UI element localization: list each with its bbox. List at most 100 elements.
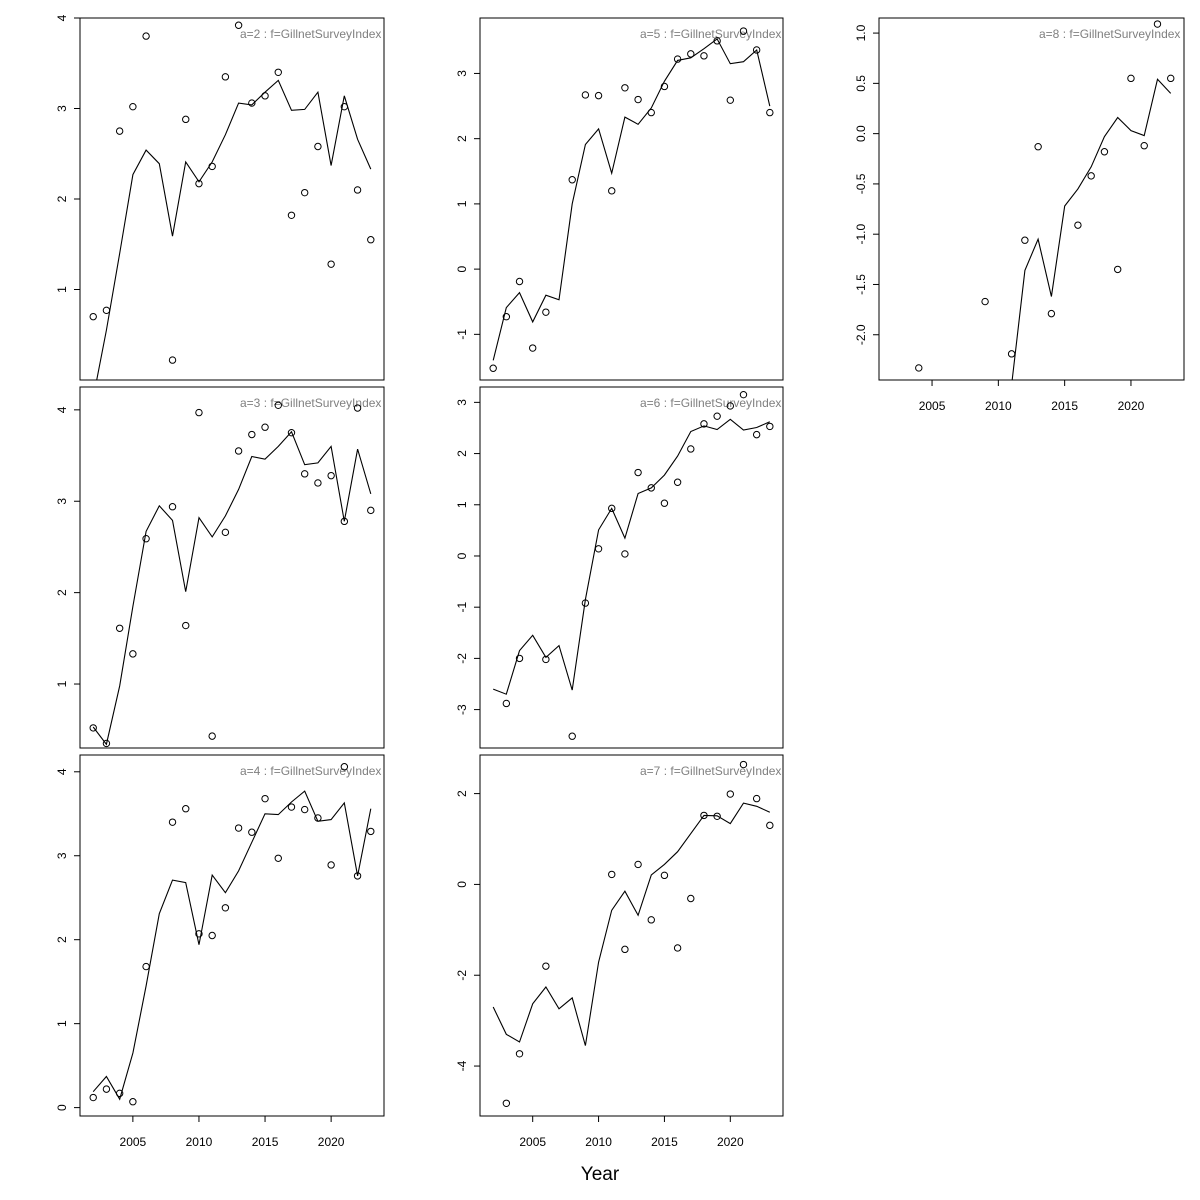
plot-frame xyxy=(878,17,1185,381)
observed-point xyxy=(208,931,216,940)
fitted-line xyxy=(96,79,372,380)
observed-point xyxy=(353,872,362,880)
panel-6: a=7 : f=GillnetSurveyIndex -4 -2 0 2 2005 2010… xyxy=(455,754,784,1149)
y-tick-label: -2.0 xyxy=(854,324,868,345)
observed-point xyxy=(981,297,989,306)
observed-point xyxy=(89,312,97,321)
observed-point xyxy=(634,860,642,869)
x-tick-label: 2020 xyxy=(318,1135,345,1149)
observed-point xyxy=(660,82,669,91)
observed-point xyxy=(234,824,243,832)
observed-point xyxy=(713,812,721,821)
observed-point xyxy=(766,108,774,117)
x-tick-label: 2015 xyxy=(651,1135,678,1149)
panel-3: a=4 : f=GillnetSurveyIndex 0 1 2 3 4 2005 2010 2… xyxy=(55,754,385,1149)
observed-point xyxy=(915,364,923,372)
panel-title: a=2 : f=GillnetSurveyIndex xyxy=(240,27,381,41)
observed-point xyxy=(142,962,150,971)
plot-frame xyxy=(79,754,385,1117)
y-tick-label: 3 xyxy=(455,70,469,77)
observed-point xyxy=(208,162,216,171)
observed-point xyxy=(327,260,335,268)
observed-point xyxy=(489,364,497,372)
observed-point xyxy=(502,1099,511,1107)
y-tick-label: 0.5 xyxy=(854,75,868,92)
x-tick-label: 2010 xyxy=(585,1135,612,1149)
observed-point xyxy=(515,277,524,286)
plot-frame xyxy=(79,386,385,749)
y-tick-label: -0.5 xyxy=(854,173,868,194)
observed-point xyxy=(594,91,603,100)
observed-point xyxy=(1074,221,1082,229)
observed-point xyxy=(528,344,537,352)
y-tick-label: 4 xyxy=(55,406,69,413)
panel-2: a=3 : f=GillnetSurveyIndex 1 2 3 4 xyxy=(55,386,385,749)
observed-point xyxy=(581,599,590,607)
observed-point xyxy=(1007,350,1016,358)
observed-point xyxy=(221,528,230,537)
observed-point xyxy=(1167,74,1175,83)
fitted-line xyxy=(92,790,372,1101)
observed-point xyxy=(129,1098,137,1106)
observed-point xyxy=(568,732,576,740)
x-tick-label: 2020 xyxy=(1118,399,1145,413)
y-tick-label: 2 xyxy=(455,450,469,457)
panel-title: a=4 : f=GillnetSurveyIndex xyxy=(240,764,381,778)
observed-point xyxy=(542,962,550,970)
observed-point xyxy=(367,236,375,244)
observed-point xyxy=(739,390,748,399)
panel-1: a=2 : f=GillnetSurveyIndex 1 2 3 4 xyxy=(55,14,385,381)
observed-point xyxy=(621,945,629,954)
observed-point xyxy=(367,827,375,836)
observed-point xyxy=(248,99,256,107)
fitted-line xyxy=(92,430,372,746)
x-tick-label: 2005 xyxy=(519,1135,546,1149)
observed-point xyxy=(766,422,774,431)
observed-point xyxy=(739,760,748,769)
observed-point xyxy=(752,46,761,54)
observed-point xyxy=(129,650,137,658)
observed-point xyxy=(673,55,682,63)
y-tick-label: 1.0 xyxy=(854,24,868,41)
plot-frame xyxy=(479,754,784,1117)
observed-point xyxy=(327,861,335,869)
x-tick-label: 2005 xyxy=(120,1135,147,1149)
observed-point xyxy=(542,655,550,664)
x-tick-label: 2015 xyxy=(252,1135,279,1149)
observed-point xyxy=(660,871,669,880)
observed-point xyxy=(287,803,296,811)
observed-point xyxy=(274,68,282,77)
observed-point xyxy=(115,624,124,632)
observed-point xyxy=(182,805,190,813)
observed-point xyxy=(542,308,550,316)
observed-point xyxy=(89,1093,97,1102)
y-tick-label: -4 xyxy=(455,1060,469,1071)
observed-point xyxy=(726,402,735,410)
y-tick-label: -1 xyxy=(455,602,469,613)
observed-point xyxy=(647,916,655,924)
y-tick-label: 3 xyxy=(55,852,69,859)
y-tick-label: -2 xyxy=(455,653,469,664)
observed-point xyxy=(713,412,721,420)
observed-point xyxy=(353,404,362,412)
fitted-line xyxy=(492,802,771,1046)
observed-point xyxy=(340,517,349,526)
observed-point xyxy=(208,732,216,740)
x-tick-label: 2010 xyxy=(985,399,1012,413)
panel-title: a=7 : f=GillnetSurveyIndex xyxy=(640,764,781,778)
observed-point xyxy=(687,50,695,58)
observed-point xyxy=(89,724,97,732)
observed-point xyxy=(102,306,111,315)
observed-point xyxy=(581,91,590,99)
observed-point xyxy=(673,944,682,952)
y-tick-label: 1 xyxy=(55,1020,69,1027)
y-tick-label: 0 xyxy=(455,881,469,888)
observed-point xyxy=(182,621,190,630)
panel-title: a=5 : f=GillnetSurveyIndex xyxy=(640,27,781,41)
y-tick-label: -1.0 xyxy=(854,224,868,245)
observed-point xyxy=(1021,236,1029,244)
y-tick-label: -2 xyxy=(455,970,469,981)
x-tick-label: 2005 xyxy=(919,399,946,413)
y-tick-label: 4 xyxy=(55,14,69,21)
